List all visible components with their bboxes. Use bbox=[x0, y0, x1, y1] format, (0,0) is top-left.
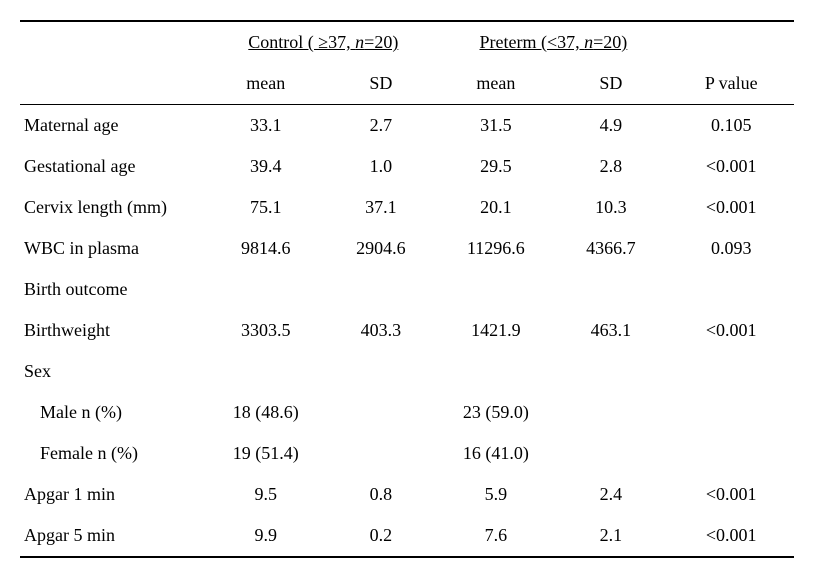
cell-p-mean: 11296.6 bbox=[438, 228, 553, 269]
cell-p-mean: 5.9 bbox=[438, 474, 553, 515]
table-container: Control ( ≥37, n=20) Preterm (<37, n=20)… bbox=[20, 20, 794, 558]
cell-c-mean: 33.1 bbox=[208, 105, 323, 147]
cell-empty bbox=[668, 392, 794, 433]
header-row-groups: Control ( ≥37, n=20) Preterm (<37, n=20) bbox=[20, 21, 794, 63]
cell-p-mean: 29.5 bbox=[438, 146, 553, 187]
cell-p-mean: 31.5 bbox=[438, 105, 553, 147]
cell-empty bbox=[668, 269, 794, 310]
header-blank-p bbox=[668, 21, 794, 63]
cell-label: Female n (%) bbox=[20, 433, 208, 474]
cell-c-mean: 9.5 bbox=[208, 474, 323, 515]
row-female: Female n (%) 19 (51.4) 16 (41.0) bbox=[20, 433, 794, 474]
cell-p-sd: 463.1 bbox=[553, 310, 668, 351]
cell-empty bbox=[553, 433, 668, 474]
cell-p-mean: 20.1 bbox=[438, 187, 553, 228]
cell-pval: <0.001 bbox=[668, 310, 794, 351]
cell-p-sd: 2.1 bbox=[553, 515, 668, 557]
cell-empty bbox=[553, 392, 668, 433]
cell-c-mean: 9814.6 bbox=[208, 228, 323, 269]
cell-empty bbox=[208, 351, 323, 392]
cell-pval: <0.001 bbox=[668, 474, 794, 515]
row-birth-outcome: Birth outcome bbox=[20, 269, 794, 310]
cell-label: WBC in plasma bbox=[20, 228, 208, 269]
header-control-pre: Control ( ≥37, bbox=[248, 32, 355, 52]
cell-c-sd: 1.0 bbox=[323, 146, 438, 187]
row-apgar-5: Apgar 5 min 9.9 0.2 7.6 2.1 <0.001 bbox=[20, 515, 794, 557]
cell-label: Sex bbox=[20, 351, 208, 392]
header-control-n: n bbox=[355, 32, 364, 52]
cell-c-sd: 0.8 bbox=[323, 474, 438, 515]
cell-c-mean: 3303.5 bbox=[208, 310, 323, 351]
header-row-cols: mean SD mean SD P value bbox=[20, 63, 794, 105]
header-preterm-post: =20) bbox=[593, 32, 627, 52]
cell-empty bbox=[323, 433, 438, 474]
cell-label: Maternal age bbox=[20, 105, 208, 147]
cell-c-mean: 18 (48.6) bbox=[208, 392, 323, 433]
cell-pval: <0.001 bbox=[668, 515, 794, 557]
cell-label: Male n (%) bbox=[20, 392, 208, 433]
row-sex: Sex bbox=[20, 351, 794, 392]
cell-empty bbox=[438, 351, 553, 392]
cell-c-sd: 0.2 bbox=[323, 515, 438, 557]
cell-empty bbox=[208, 269, 323, 310]
data-table: Control ( ≥37, n=20) Preterm (<37, n=20)… bbox=[20, 20, 794, 558]
cell-pval: 0.105 bbox=[668, 105, 794, 147]
cell-p-sd: 2.8 bbox=[553, 146, 668, 187]
cell-empty bbox=[323, 269, 438, 310]
cell-c-mean: 39.4 bbox=[208, 146, 323, 187]
row-birthweight: Birthweight 3303.5 403.3 1421.9 463.1 <0… bbox=[20, 310, 794, 351]
cell-empty bbox=[438, 269, 553, 310]
cell-p-mean: 1421.9 bbox=[438, 310, 553, 351]
cell-p-mean: 16 (41.0) bbox=[438, 433, 553, 474]
header-preterm-n: n bbox=[584, 32, 593, 52]
row-gestational-age: Gestational age 39.4 1.0 29.5 2.8 <0.001 bbox=[20, 146, 794, 187]
header-control-group: Control ( ≥37, n=20) bbox=[208, 21, 438, 63]
cell-p-mean: 23 (59.0) bbox=[438, 392, 553, 433]
cell-empty bbox=[553, 269, 668, 310]
cell-p-sd: 2.4 bbox=[553, 474, 668, 515]
cell-empty bbox=[668, 351, 794, 392]
cell-c-sd: 2904.6 bbox=[323, 228, 438, 269]
header-control-post: =20) bbox=[364, 32, 398, 52]
cell-c-mean: 9.9 bbox=[208, 515, 323, 557]
cell-empty bbox=[668, 433, 794, 474]
cell-p-sd: 4366.7 bbox=[553, 228, 668, 269]
cell-label: Apgar 5 min bbox=[20, 515, 208, 557]
header-preterm-pre: Preterm (<37, bbox=[480, 32, 585, 52]
cell-label: Birthweight bbox=[20, 310, 208, 351]
header-blank-2 bbox=[20, 63, 208, 105]
row-wbc-plasma: WBC in plasma 9814.6 2904.6 11296.6 4366… bbox=[20, 228, 794, 269]
cell-empty bbox=[553, 351, 668, 392]
cell-pval: <0.001 bbox=[668, 146, 794, 187]
cell-c-sd: 403.3 bbox=[323, 310, 438, 351]
cell-empty bbox=[323, 351, 438, 392]
cell-c-mean: 75.1 bbox=[208, 187, 323, 228]
cell-c-sd: 37.1 bbox=[323, 187, 438, 228]
cell-p-mean: 7.6 bbox=[438, 515, 553, 557]
row-cervix-length: Cervix length (mm) 75.1 37.1 20.1 10.3 <… bbox=[20, 187, 794, 228]
row-maternal-age: Maternal age 33.1 2.7 31.5 4.9 0.105 bbox=[20, 105, 794, 147]
cell-p-sd: 4.9 bbox=[553, 105, 668, 147]
cell-label: Gestational age bbox=[20, 146, 208, 187]
cell-pval: 0.093 bbox=[668, 228, 794, 269]
row-male: Male n (%) 18 (48.6) 23 (59.0) bbox=[20, 392, 794, 433]
cell-p-sd: 10.3 bbox=[553, 187, 668, 228]
header-preterm-sd: SD bbox=[553, 63, 668, 105]
header-preterm-group: Preterm (<37, n=20) bbox=[438, 21, 668, 63]
cell-label: Apgar 1 min bbox=[20, 474, 208, 515]
cell-c-mean: 19 (51.4) bbox=[208, 433, 323, 474]
cell-c-sd: 2.7 bbox=[323, 105, 438, 147]
cell-label: Birth outcome bbox=[20, 269, 208, 310]
cell-label: Cervix length (mm) bbox=[20, 187, 208, 228]
header-control-mean: mean bbox=[208, 63, 323, 105]
header-control-sd: SD bbox=[323, 63, 438, 105]
cell-pval: <0.001 bbox=[668, 187, 794, 228]
header-blank bbox=[20, 21, 208, 63]
header-pvalue: P value bbox=[668, 63, 794, 105]
row-apgar-1: Apgar 1 min 9.5 0.8 5.9 2.4 <0.001 bbox=[20, 474, 794, 515]
cell-empty bbox=[323, 392, 438, 433]
header-preterm-mean: mean bbox=[438, 63, 553, 105]
